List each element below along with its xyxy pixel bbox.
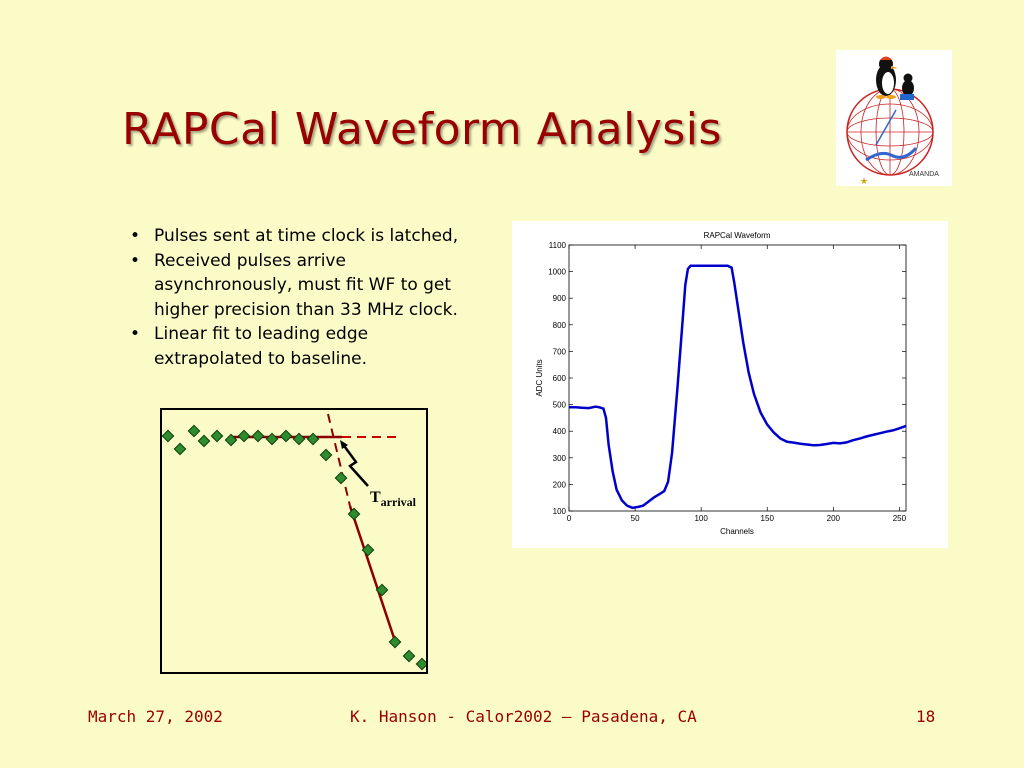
x-tick-label: 0 — [567, 514, 572, 523]
waveform-series-line — [569, 264, 907, 510]
x-tick-label: 250 — [893, 514, 907, 523]
t-arrival-label: Tarrival — [370, 489, 417, 509]
x-tick-label: 200 — [827, 514, 841, 523]
y-tick-label: 500 — [553, 401, 567, 410]
leading-edge-svg: Tarrival — [161, 413, 429, 671]
chart-title: RAPCal Waveform — [704, 231, 771, 240]
plot-area — [568, 244, 907, 512]
leading-edge-diagram: Tarrival — [160, 408, 429, 674]
data-point — [237, 429, 251, 443]
data-point — [197, 434, 211, 448]
bullet-line: Received pulses arrive — [154, 250, 346, 271]
y-tick-label: 700 — [553, 347, 567, 356]
bullet-item: • Linear fit to leading edge extrapolate… — [130, 322, 510, 371]
edge-extension-dashed — [327, 413, 351, 507]
data-point — [279, 429, 293, 443]
edge-fit-line — [348, 505, 398, 645]
y-tick-label: 900 — [553, 294, 567, 303]
data-point — [187, 424, 201, 438]
bullet-item: • Pulses sent at time clock is latched, — [130, 224, 510, 249]
bullet-line: asynchronously, must fit WF to get — [154, 275, 452, 295]
data-point — [173, 442, 187, 456]
y-axis-label: ADC Units — [535, 359, 544, 396]
waveform-chart-panel: RAPCal Waveform 0 50 100 150 200 250 100 200 300… — [512, 221, 948, 548]
data-point — [334, 471, 348, 485]
x-tick-label: 150 — [761, 514, 775, 523]
bullet-icon: • — [130, 250, 141, 271]
data-point — [161, 429, 175, 443]
bullet-icon: • — [130, 324, 141, 344]
y-tick-label: 800 — [553, 321, 567, 330]
slide-title: RAPCal Waveform Analysis — [122, 104, 722, 155]
amanda-logo: ★ AMANDA — [836, 50, 952, 186]
lightning-arrow-icon — [340, 442, 369, 487]
bullet-line: extrapolated to baseline. — [154, 348, 368, 369]
arrowhead-icon — [340, 440, 348, 449]
data-point — [224, 433, 238, 447]
label-bg — [368, 488, 422, 510]
star-icon: ★ — [860, 176, 868, 186]
data-point — [361, 543, 375, 557]
y-tick-label: 200 — [553, 480, 567, 489]
data-point — [319, 448, 333, 462]
bullet-icon: • — [130, 226, 141, 246]
x-axis-label: Channels — [720, 527, 754, 536]
x-tick-label: 50 — [631, 514, 640, 523]
data-point — [415, 657, 429, 671]
waveform-chart: RAPCal Waveform 0 50 100 150 200 250 100 200 300… — [535, 231, 907, 536]
y-tick-label: 600 — [553, 374, 567, 383]
y-tick-label: 1100 — [549, 241, 567, 250]
bullet-item: • Received pulses arrive asynchronously,… — [130, 249, 510, 323]
logo-label: AMANDA — [909, 171, 939, 178]
slide-number: 18 — [916, 707, 936, 726]
x-tick-label: 100 — [694, 514, 708, 523]
bullet-line: Pulses sent at time clock is latched, — [154, 226, 459, 246]
data-point — [375, 583, 389, 597]
footer-author: K. Hanson - Calor2002 – Pasadena, CA — [350, 707, 697, 726]
data-point — [210, 429, 224, 443]
bullet-line: Linear fit to leading edge — [154, 324, 369, 344]
data-point — [402, 649, 416, 663]
penguin-globe-icon: ★ AMANDA — [846, 56, 939, 186]
y-tick-label: 100 — [553, 507, 567, 516]
data-point — [251, 429, 265, 443]
data-point — [347, 507, 361, 521]
footer-date: March 27, 2002 — [88, 707, 223, 726]
data-points — [161, 424, 429, 671]
data-point — [265, 432, 279, 446]
bullet-line: higher precision than 33 MHz clock. — [154, 299, 458, 320]
data-point — [292, 432, 306, 446]
y-tick-label: 1000 — [548, 268, 566, 277]
data-point — [306, 432, 320, 446]
y-tick-label: 400 — [553, 427, 567, 436]
bullet-list: • Pulses sent at time clock is latched, … — [130, 224, 510, 371]
y-tick-label: 300 — [553, 454, 567, 463]
data-point — [388, 635, 402, 649]
